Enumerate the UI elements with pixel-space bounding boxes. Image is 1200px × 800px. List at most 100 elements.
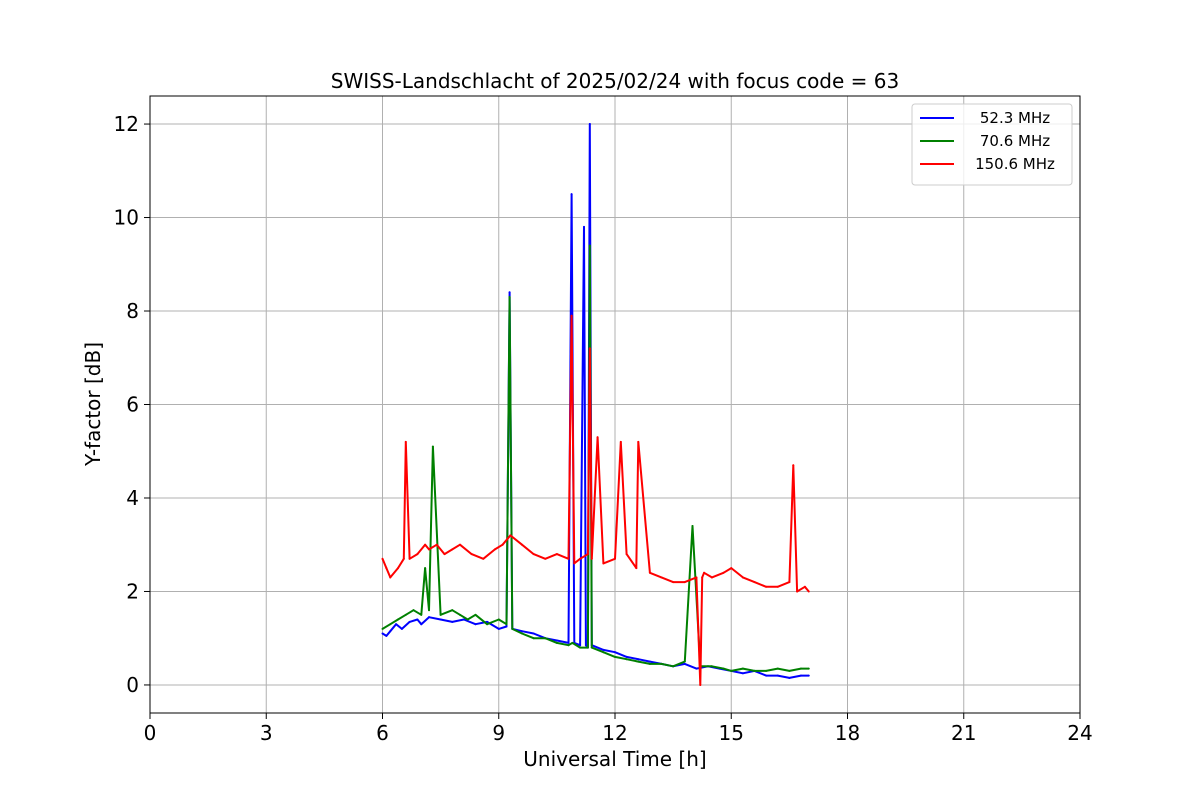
data-point [497,618,500,621]
x-tick-label: 0 [144,721,157,745]
data-point [408,557,411,560]
data-point [753,581,756,584]
data-point [385,634,388,637]
data-point [792,464,795,467]
chart-title: SWISS-Landschlacht of 2025/02/24 with fo… [331,69,899,93]
data-point [404,613,407,616]
data-point [443,553,446,556]
data-point [511,627,514,630]
data-point [741,672,744,675]
data-point [672,665,675,668]
data-point [703,571,706,574]
data-point [637,440,640,443]
data-point [741,576,744,579]
data-point [482,557,485,560]
data-point [776,674,779,677]
data-point [428,548,430,551]
data-point [765,669,768,672]
y-tick-label: 10 [114,206,139,230]
data-point [397,618,399,621]
data-point [695,576,698,579]
data-point [614,557,616,560]
data-point [648,662,651,665]
data-point [470,553,473,556]
y-tick-label: 2 [126,579,139,603]
data-point [493,548,496,551]
data-point [439,613,442,616]
data-point [660,662,663,665]
data-point [497,627,500,630]
data-point [474,613,477,616]
data-point [683,660,686,663]
data-point [586,646,589,649]
data-point [381,557,384,560]
data-point [451,620,454,623]
data-point [683,662,686,665]
data-point [428,616,430,619]
data-point [395,623,398,626]
data-point [788,581,791,584]
data-point [573,562,576,565]
data-point [555,553,558,556]
data-point [625,655,628,658]
data-point [486,623,489,626]
legend-label: 52.3 MHz [980,109,1050,127]
data-point [381,632,384,635]
x-tick-label: 9 [492,721,505,745]
x-tick-label: 24 [1067,721,1092,745]
data-point [389,630,392,633]
data-point [588,244,591,247]
data-point [397,567,399,570]
data-point [660,576,663,579]
data-point [570,193,573,196]
data-point [420,623,423,626]
data-point [385,567,388,570]
data-point [486,620,489,623]
data-point [796,590,799,593]
data-point [570,314,573,317]
data-point [588,347,591,350]
data-point [648,660,651,663]
data-point [439,618,442,621]
data-point [466,618,469,621]
data-point [807,667,810,670]
data-point [614,655,616,658]
data-point [753,669,756,672]
data-point [710,576,713,579]
x-tick-label: 21 [951,721,976,745]
y-tick-label: 4 [126,486,139,510]
data-point [389,576,392,579]
legend-label: 150.6 MHz [975,155,1055,173]
data-point [509,534,512,537]
data-point [648,571,651,574]
data-point [555,639,558,642]
data-point [459,613,461,616]
data-point [579,646,582,649]
data-point [501,543,504,546]
data-point [800,667,802,670]
series-1 [381,244,810,672]
series-2 [381,314,810,686]
x-tick-label: 15 [719,721,744,745]
data-point [776,585,779,588]
data-point [505,623,508,626]
data-point [532,637,535,640]
data-point [508,291,511,294]
data-point [803,585,806,588]
x-tick-label: 18 [835,721,860,745]
data-point [420,613,423,616]
data-point [596,436,599,439]
data-point [424,567,427,570]
legend-label: 70.6 MHz [980,132,1050,150]
data-point [400,627,403,630]
data-point [567,641,570,644]
data-point [462,618,465,621]
data-point [389,623,392,626]
x-axis-label: Universal Time [h] [523,747,706,771]
data-point [691,525,694,528]
data-point [579,557,582,560]
data-point [619,440,622,443]
data-point [451,548,454,551]
data-point [765,585,768,588]
data-point [807,674,810,677]
